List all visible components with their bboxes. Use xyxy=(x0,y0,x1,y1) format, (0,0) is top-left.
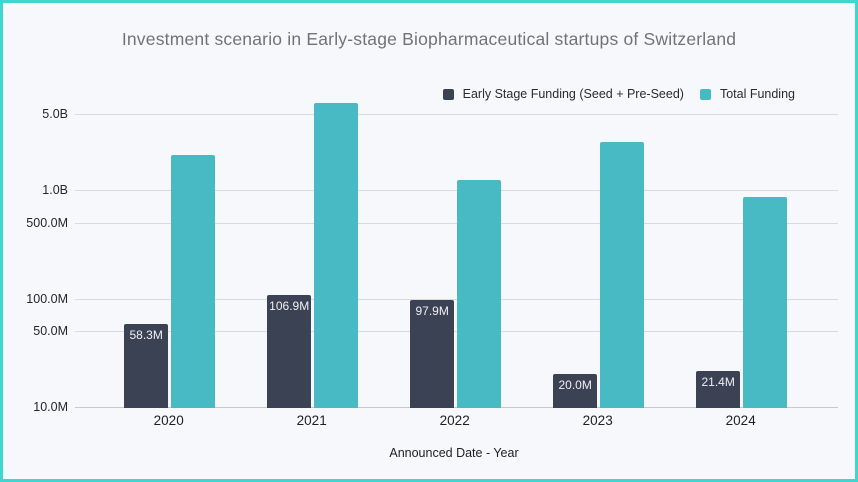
y-tick-label-50.0M: 50.0M xyxy=(33,324,68,339)
legend-label-early-stage: Early Stage Funding (Seed + Pre-Seed) xyxy=(462,87,684,101)
bar-early-stage-2024[interactable] xyxy=(696,371,741,408)
x-tick-label-2024: 2024 xyxy=(725,413,756,428)
x-axis-title: Announced Date - Year xyxy=(389,446,519,460)
legend-item-early-stage-funding[interactable]: Early Stage Funding (Seed + Pre-Seed) xyxy=(442,87,684,101)
y-tick-label-1.0B: 1.0B xyxy=(42,183,68,197)
bar-total-funding-2023[interactable] xyxy=(599,141,644,408)
y-tick-label-500.0M: 500.0M xyxy=(26,215,68,230)
gridline-500.0M xyxy=(75,223,838,224)
x-axis-line xyxy=(75,407,838,408)
legend-swatch-early-stage-icon xyxy=(442,88,454,100)
chart-title: Investment scenario in Early-stage Bioph… xyxy=(121,29,737,49)
bar-total-funding-2024[interactable] xyxy=(742,197,787,408)
bar-total-funding-2021[interactable] xyxy=(313,103,358,408)
gridline-1.0B xyxy=(75,190,838,191)
legend-item-total-funding[interactable]: Total Funding xyxy=(699,87,795,101)
x-tick-label-2021: 2021 xyxy=(296,413,327,428)
gridline-50.0M xyxy=(75,331,838,332)
y-tick-label-100.0M: 100.0M xyxy=(26,291,68,306)
x-tick-label-2022: 2022 xyxy=(439,413,470,428)
bar-total-funding-2022[interactable] xyxy=(456,180,501,408)
bar-early-stage-2020[interactable] xyxy=(124,323,169,408)
y-tick-label-10.0M: 10.0M xyxy=(33,400,68,414)
gridline-100.0M xyxy=(75,299,838,300)
bar-early-stage-2023[interactable] xyxy=(553,374,598,408)
x-tick-label-2023: 2023 xyxy=(582,413,613,428)
x-tick-label-2020: 2020 xyxy=(153,413,184,428)
y-tick-label-5.0B: 5.0B xyxy=(42,107,68,122)
gridline-5.0B xyxy=(75,114,838,115)
bar-early-stage-2022[interactable] xyxy=(410,299,455,408)
legend-label-total-funding: Total Funding xyxy=(719,87,795,101)
legend-swatch-total-funding-icon xyxy=(699,88,711,100)
bar-early-stage-2021[interactable] xyxy=(267,295,312,408)
bar-total-funding-2020[interactable] xyxy=(170,155,215,408)
legend: Early Stage Funding (Seed + Pre-Seed) To… xyxy=(442,87,795,101)
